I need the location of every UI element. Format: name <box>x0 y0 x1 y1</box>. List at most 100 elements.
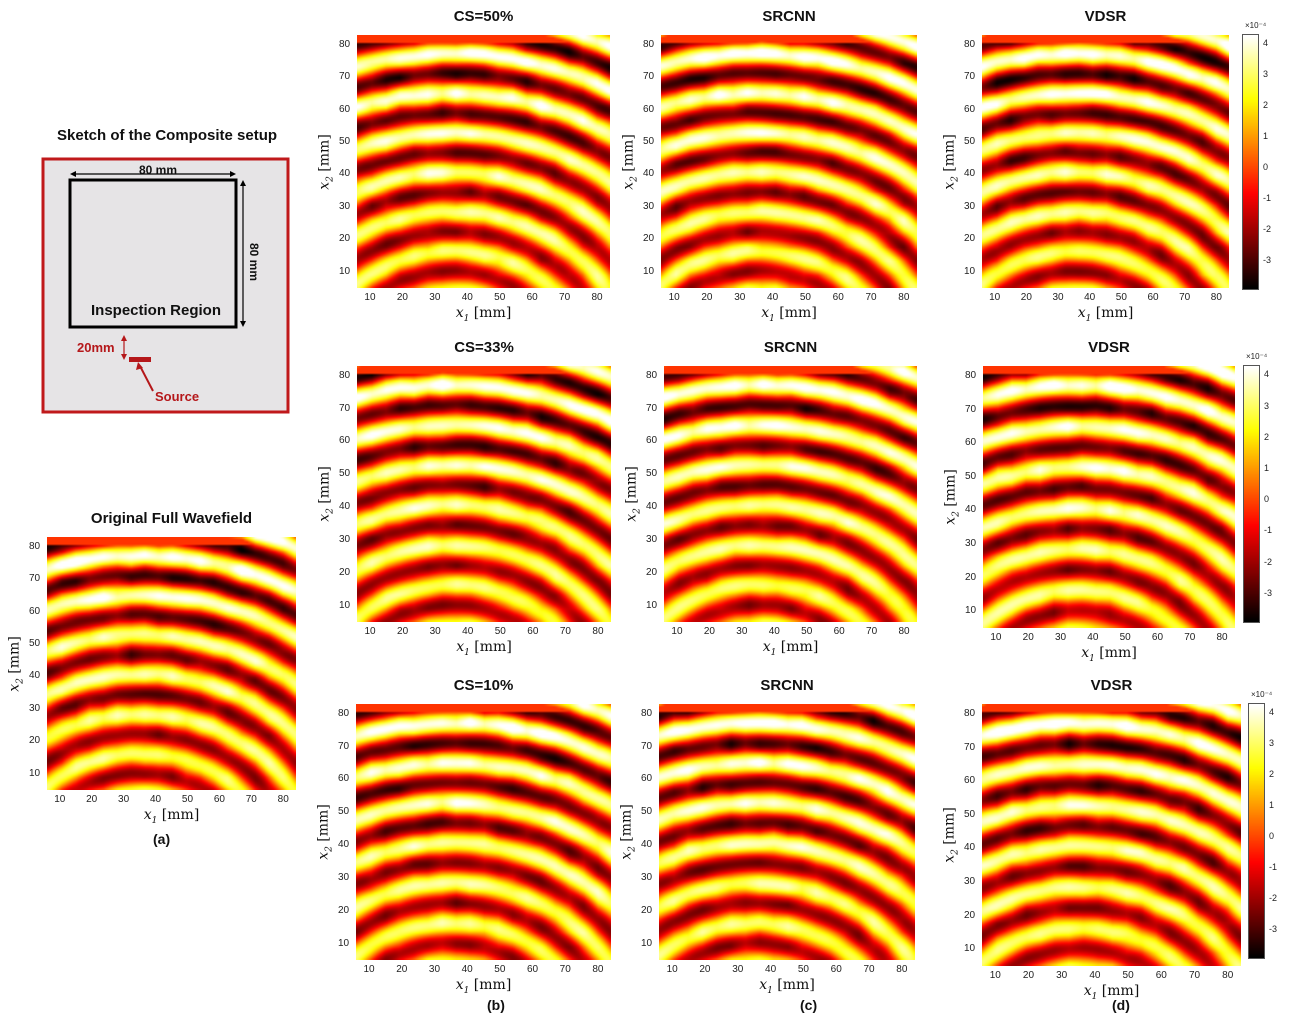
y-axis-label: x2 [mm] <box>623 466 643 522</box>
y-tick-label: 10 <box>965 605 977 617</box>
x-tick-label: 60 <box>1155 970 1167 981</box>
panel-title: VDSR <box>1084 8 1127 25</box>
x-tick-label: 70 <box>1184 632 1196 643</box>
x-tick-label: 50 <box>1119 632 1131 643</box>
y-tick-label: 30 <box>964 200 976 212</box>
colorbar-exponent: ×10⁻⁴ <box>1251 690 1273 699</box>
x-tick-label: 10 <box>363 964 375 975</box>
x-tick-label: 40 <box>1084 292 1096 303</box>
x-tick-label: 60 <box>526 292 538 303</box>
y-tick-label: 10 <box>29 767 41 779</box>
y-tick-label: 10 <box>641 937 653 949</box>
x-axis-label: x1 [mm] <box>143 807 200 826</box>
x-axis-label: x1 [mm] <box>762 639 819 658</box>
colorbar-tick-label: -1 <box>1264 525 1273 536</box>
y-tick-label: 80 <box>964 38 976 50</box>
colorbar-exponent: ×10⁻⁴ <box>1246 352 1268 361</box>
x-tick-label: 70 <box>865 292 877 303</box>
x-tick-label: 40 <box>765 964 777 975</box>
x-tick-label: 30 <box>1054 632 1067 643</box>
colorbar-tick-label: -2 <box>1264 556 1273 567</box>
y-tick-label: 70 <box>964 741 976 753</box>
source-label: Source <box>155 389 199 404</box>
y-tick-label: 20 <box>29 735 41 747</box>
y-tick-label: 30 <box>29 702 41 714</box>
y-tick-label: 70 <box>29 573 41 585</box>
panel-title: CS=33% <box>454 339 514 356</box>
subfig-label-b: (b) <box>487 997 505 1013</box>
x-tick-label: 10 <box>364 626 376 637</box>
y-tick-label: 30 <box>646 533 658 545</box>
x-tick-label: 80 <box>592 964 604 975</box>
y-axis-label: x2 [mm] <box>315 804 335 860</box>
subfig-label-c: (c) <box>800 997 818 1013</box>
x-tick-label: 50 <box>494 292 506 303</box>
x-axis-label: x1 [mm] <box>1083 983 1140 1002</box>
colorbar-tick-label: 3 <box>1263 69 1269 80</box>
x-tick-label: 30 <box>429 292 441 303</box>
y-tick-label: 50 <box>964 808 976 820</box>
y-tick-label: 60 <box>643 103 655 115</box>
wavefield-image <box>357 366 611 622</box>
x-tick-label: 30 <box>429 626 441 637</box>
x-tick-label: 20 <box>1022 632 1034 643</box>
x-tick-label: 50 <box>799 292 811 303</box>
x-tick-label: 70 <box>866 626 878 637</box>
y-tick-label: 10 <box>646 599 658 611</box>
y-tick-label: 60 <box>964 775 976 787</box>
y-tick-label: 30 <box>338 871 350 883</box>
y-tick-label: 30 <box>965 538 977 550</box>
y-tick-label: 40 <box>964 842 976 854</box>
x-tick-label: 20 <box>86 794 98 805</box>
x-tick-label: 70 <box>559 964 571 975</box>
colorbar-tick-label: 0 <box>1269 831 1275 842</box>
x-tick-label: 40 <box>149 794 162 805</box>
x-tick-label: 30 <box>428 964 441 975</box>
x-tick-label: 50 <box>181 794 194 805</box>
panel-title: Original Full Wavefield <box>90 510 253 527</box>
y-tick-label: 40 <box>339 168 351 180</box>
y-tick-label: 80 <box>643 38 655 50</box>
colorbar-tick-label: 2 <box>1269 769 1275 780</box>
colorbar-tick-label: -1 <box>1269 862 1278 873</box>
y-tick-label: 60 <box>646 435 658 447</box>
x-tick-label: 70 <box>559 626 571 637</box>
x-tick-label: 50 <box>801 626 813 637</box>
y-tick-label: 10 <box>964 943 976 955</box>
x-tick-label: 60 <box>830 964 842 975</box>
wavefield-image <box>982 35 1229 288</box>
colorbar-tick-label: 1 <box>1264 463 1270 474</box>
y-tick-label: 10 <box>339 265 351 277</box>
y-tick-label: 40 <box>29 670 41 682</box>
y-tick-label: 60 <box>339 435 351 447</box>
y-tick-label: 20 <box>339 233 351 245</box>
y-tick-label: 60 <box>338 773 350 785</box>
y-tick-label: 70 <box>964 71 976 83</box>
x-tick-label: 40 <box>461 964 473 975</box>
y-tick-label: 60 <box>965 437 977 449</box>
x-tick-label: 70 <box>1179 292 1191 303</box>
x-tick-label: 40 <box>1087 632 1099 643</box>
y-tick-label: 10 <box>643 265 655 277</box>
colorbar-tick-label: 1 <box>1269 800 1275 811</box>
height-label: 80 mm <box>247 243 261 281</box>
x-tick-label: 50 <box>494 626 506 637</box>
panel-title: SRCNN <box>763 339 818 356</box>
wavefield-image <box>661 35 917 288</box>
colorbar-tick-label: 3 <box>1264 400 1270 411</box>
x-tick-label: 50 <box>1122 970 1134 981</box>
y-tick-label: 50 <box>339 136 351 148</box>
y-tick-label: 70 <box>965 403 977 415</box>
x-tick-label: 70 <box>559 292 571 303</box>
y-tick-label: 20 <box>965 571 977 583</box>
x-axis-label: x1 [mm] <box>1081 645 1137 664</box>
x-tick-label: 10 <box>666 964 678 975</box>
x-tick-label: 20 <box>1022 970 1035 981</box>
colorbar-tick-label: -3 <box>1263 255 1272 266</box>
y-axis-label: x2 [mm] <box>316 466 336 522</box>
x-tick-label: 20 <box>397 626 409 637</box>
wavefield-image <box>664 366 917 622</box>
y-tick-label: 80 <box>646 369 658 381</box>
colorbar-tick-label: -1 <box>1263 193 1272 204</box>
x-tick-label: 60 <box>832 292 844 303</box>
